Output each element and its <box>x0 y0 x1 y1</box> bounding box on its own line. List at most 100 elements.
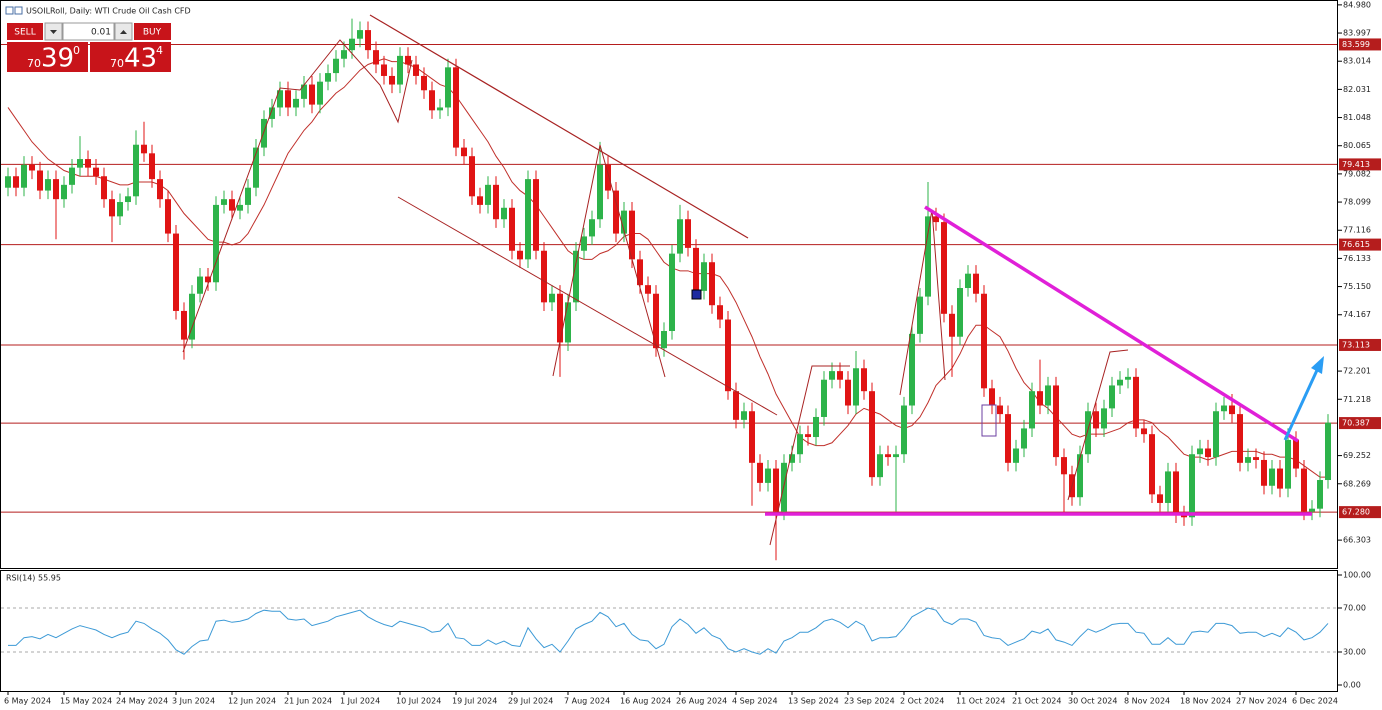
candle-body <box>717 305 723 320</box>
candle-body <box>981 293 987 389</box>
candle-body <box>109 199 115 217</box>
x-tick-label: 30 Oct 2024 <box>1068 697 1117 706</box>
candle-body <box>1213 411 1219 458</box>
level-label: 79.413 <box>1342 160 1370 169</box>
candle-body <box>853 368 859 406</box>
candle-body <box>13 176 19 188</box>
zigzag <box>182 39 413 353</box>
level-label-box <box>1339 417 1381 430</box>
icon[interactable] <box>14 6 23 15</box>
bid-main: 39 <box>41 44 74 74</box>
candle-body <box>1141 428 1147 435</box>
bid-box[interactable] <box>7 42 88 72</box>
candle-body <box>1021 428 1027 449</box>
candle-body <box>21 164 27 188</box>
candle-body <box>957 288 963 337</box>
candle-body <box>1013 448 1019 463</box>
candle-body <box>437 107 443 111</box>
icon[interactable] <box>5 6 14 15</box>
chart-title: USOILRoll, Daily: WTI Crude Oil Cash CFD <box>26 7 191 16</box>
y-tick-label: 83.014 <box>1343 57 1371 66</box>
candle-body <box>389 75 395 85</box>
candle-body <box>973 273 979 294</box>
candle-body <box>509 207 515 251</box>
candle-body <box>37 170 43 191</box>
ask-big: 70 <box>110 57 124 70</box>
y-tick-label: 77.116 <box>1343 226 1371 235</box>
zigzag <box>769 365 850 546</box>
candle-body <box>45 179 51 191</box>
sell-label[interactable]: SELL <box>14 28 35 38</box>
candle-body <box>1093 411 1099 429</box>
candle-body <box>821 379 827 417</box>
rsi-panel-border <box>0 570 1338 692</box>
candle-body <box>341 50 347 59</box>
candle-body <box>517 250 523 260</box>
candle-body <box>1325 422 1331 481</box>
candle-body <box>677 219 683 254</box>
arrow <box>1283 367 1320 441</box>
candle-body <box>749 411 755 463</box>
ask-box[interactable] <box>90 42 171 72</box>
x-tick-label: 21 Oct 2024 <box>1012 697 1061 706</box>
candle-body <box>93 167 99 177</box>
rsi-tick-label: 70.00 <box>1343 604 1366 613</box>
buy-button[interactable] <box>134 23 171 40</box>
candle-body <box>5 176 11 188</box>
level-label: 70.387 <box>1342 419 1370 428</box>
candle-body <box>701 262 707 291</box>
candle-body <box>501 207 507 220</box>
level-label-box <box>1339 238 1381 251</box>
candle-body <box>1029 391 1035 429</box>
candle-body <box>949 313 955 337</box>
x-tick-label: 21 Jun 2024 <box>284 697 332 706</box>
candle-body <box>909 333 915 406</box>
rsi-tick-label: 30.00 <box>1343 648 1366 657</box>
candle-body <box>1117 379 1123 386</box>
level-label: 73.113 <box>1342 340 1370 349</box>
candle-body <box>77 159 83 168</box>
candle-body <box>1157 494 1163 503</box>
candle-body <box>309 84 315 105</box>
x-tick-label: 19 Jul 2024 <box>452 697 497 706</box>
candle-body <box>333 58 339 74</box>
candle-body <box>1269 468 1275 486</box>
buy-label[interactable]: BUY <box>143 28 162 38</box>
candle-body <box>1173 471 1179 515</box>
volume-input[interactable] <box>62 22 115 41</box>
x-tick-label: 15 May 2024 <box>60 697 112 706</box>
candle-body <box>741 411 747 420</box>
candle-body <box>1301 468 1307 512</box>
candle-body <box>325 73 331 82</box>
candle-body <box>373 50 379 65</box>
candle-body <box>237 204 243 211</box>
marker <box>981 404 997 437</box>
candle-body <box>653 293 659 349</box>
candle-body <box>469 156 475 197</box>
candle-body <box>1237 414 1243 463</box>
candle-body <box>365 30 371 51</box>
candle-body <box>533 179 539 251</box>
level-label-box <box>1339 506 1381 519</box>
candle-body <box>1133 376 1139 429</box>
candle-body <box>1053 385 1059 458</box>
up-icon <box>120 30 127 34</box>
bid-big: 70 <box>27 57 41 70</box>
candle-body <box>605 164 611 191</box>
candle-body <box>317 81 323 105</box>
candle-body <box>925 216 931 297</box>
candle-body <box>165 199 171 234</box>
x-tick-label: 29 Jul 2024 <box>508 697 553 706</box>
candle-body <box>61 184 67 200</box>
candle-body <box>997 405 1003 415</box>
candle-body <box>1037 391 1043 406</box>
candle-body <box>933 216 939 223</box>
sell-button[interactable] <box>7 23 43 40</box>
candle-body <box>589 219 595 237</box>
zigzag <box>552 144 666 378</box>
candle-body <box>685 219 691 248</box>
